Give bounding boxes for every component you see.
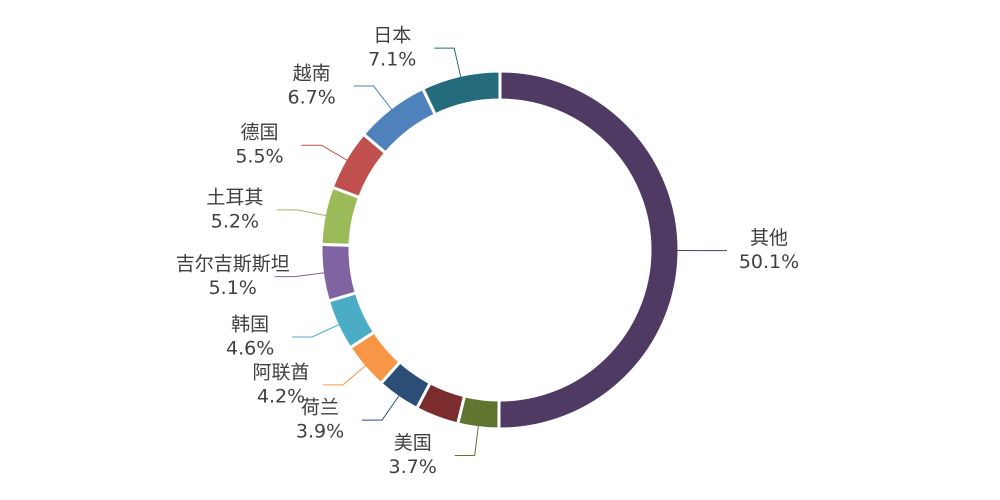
slice-label: 美国 — [394, 432, 432, 454]
slice-label: 荷兰 — [301, 397, 339, 419]
slice-value: 3.7% — [389, 456, 437, 478]
slice-value: 5.2% — [211, 210, 259, 232]
slice-label: 德国 — [240, 122, 278, 144]
slice-value: 5.5% — [235, 146, 283, 168]
leader-line — [353, 85, 398, 117]
leader-line — [274, 271, 333, 278]
slice-value: 3.9% — [296, 421, 344, 443]
donut-slice — [497, 69, 681, 431]
slice-label: 日本 — [373, 25, 411, 47]
slice-value: 50.1% — [739, 251, 799, 273]
leader-line — [362, 388, 405, 421]
slice-value: 6.7% — [288, 87, 336, 109]
slice-label: 越南 — [293, 63, 331, 85]
slice-label: 阿联酋 — [253, 361, 310, 383]
slice-value: 4.6% — [226, 337, 274, 359]
slice-label: 吉尔吉斯斯坦 — [176, 253, 290, 275]
slice-label: 其他 — [750, 227, 788, 249]
slice-value: 7.1% — [368, 49, 416, 71]
leader-line — [301, 144, 355, 165]
leader-line — [292, 320, 347, 338]
slice-label: 韩国 — [231, 313, 269, 335]
leader-line — [434, 47, 464, 86]
slice-value: 5.1% — [209, 277, 257, 299]
leader-line — [323, 359, 373, 386]
slice-value: 4.2% — [257, 385, 305, 407]
leader-line — [454, 417, 480, 456]
leader-line — [276, 209, 335, 218]
donut-slice — [361, 86, 438, 156]
slice-label: 土耳其 — [206, 186, 263, 208]
donut-slice — [420, 69, 502, 117]
